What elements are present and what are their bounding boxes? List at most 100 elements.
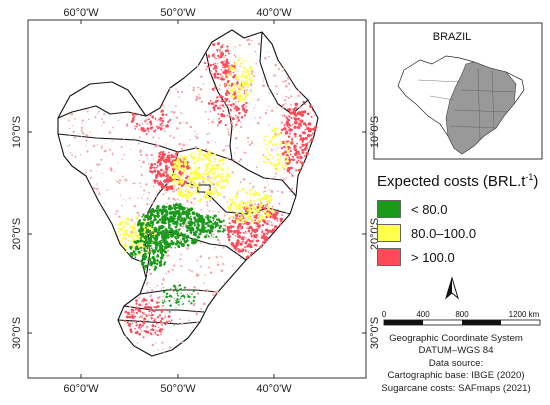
cost-dot bbox=[229, 122, 232, 124]
cost-dot bbox=[155, 329, 158, 332]
cost-dot bbox=[270, 140, 272, 142]
cost-dot bbox=[274, 172, 277, 175]
cost-dot bbox=[125, 335, 127, 338]
cost-dot bbox=[217, 54, 220, 58]
cost-dot bbox=[146, 127, 150, 131]
cost-dot bbox=[86, 110, 89, 113]
cost-dot bbox=[232, 129, 234, 131]
cost-dot bbox=[67, 119, 70, 122]
cost-dot bbox=[136, 125, 138, 128]
cost-dot bbox=[271, 135, 275, 139]
cost-dot bbox=[141, 249, 143, 252]
cost-dot bbox=[186, 183, 190, 187]
cost-dot bbox=[221, 262, 223, 264]
cost-dot bbox=[223, 56, 226, 59]
cost-dot bbox=[175, 301, 178, 304]
cost-dot bbox=[180, 112, 183, 115]
cost-dot bbox=[101, 118, 103, 121]
cost-dot bbox=[196, 167, 199, 169]
cost-dot bbox=[211, 188, 214, 191]
cost-dot bbox=[213, 109, 216, 112]
cost-dot bbox=[254, 208, 257, 211]
cost-dot bbox=[270, 189, 273, 193]
cost-dot bbox=[169, 88, 171, 90]
cost-dot bbox=[245, 201, 248, 203]
cost-dot bbox=[205, 166, 209, 170]
cost-dot bbox=[239, 231, 242, 234]
cost-dot bbox=[240, 219, 243, 221]
cost-dot bbox=[286, 150, 289, 153]
cost-dot bbox=[214, 196, 216, 199]
cost-dot bbox=[216, 235, 218, 238]
cost-dot bbox=[220, 177, 223, 181]
cost-dot bbox=[171, 296, 173, 298]
cost-dot bbox=[176, 219, 179, 222]
cost-dot bbox=[156, 259, 159, 262]
cost-dot bbox=[306, 142, 309, 144]
cost-dot bbox=[217, 167, 220, 170]
cost-dot bbox=[284, 150, 288, 154]
cost-dot bbox=[297, 135, 299, 138]
cost-dot bbox=[212, 43, 216, 47]
cost-dot bbox=[220, 45, 223, 49]
cost-dot bbox=[198, 153, 201, 156]
cost-dot bbox=[148, 209, 153, 214]
cost-dot bbox=[216, 48, 219, 52]
cost-dot bbox=[255, 217, 258, 220]
cost-dot bbox=[233, 83, 237, 87]
cost-dot bbox=[166, 255, 169, 257]
cost-dot bbox=[154, 265, 157, 268]
cost-dot bbox=[170, 161, 173, 163]
cost-dot bbox=[298, 90, 300, 92]
cost-dot bbox=[220, 69, 223, 71]
cost-dot bbox=[178, 96, 180, 98]
cost-dot bbox=[238, 57, 241, 60]
cost-dot bbox=[129, 328, 133, 332]
cost-dot bbox=[176, 292, 179, 295]
cost-dot bbox=[176, 299, 178, 302]
cost-dot bbox=[178, 176, 180, 178]
cost-dot bbox=[222, 179, 226, 183]
cost-dot bbox=[223, 228, 226, 232]
cost-dot bbox=[212, 293, 215, 297]
cost-dot bbox=[132, 250, 136, 254]
cost-dot bbox=[162, 278, 165, 282]
cost-dot bbox=[281, 152, 285, 156]
cost-dot bbox=[235, 114, 237, 117]
cost-dot bbox=[251, 228, 255, 232]
cost-dot bbox=[149, 272, 153, 276]
cost-dot bbox=[274, 218, 276, 221]
cost-dot bbox=[104, 205, 106, 207]
cost-dot bbox=[181, 236, 186, 241]
cost-dot bbox=[279, 144, 282, 146]
cost-dot bbox=[192, 86, 195, 89]
cost-dot bbox=[169, 90, 171, 92]
cost-dot bbox=[304, 155, 306, 157]
cost-dot bbox=[165, 113, 168, 116]
cost-dot bbox=[118, 179, 122, 182]
cost-dot bbox=[259, 213, 263, 217]
cost-dot bbox=[170, 209, 172, 211]
cost-dot bbox=[168, 226, 171, 229]
cost-dot bbox=[201, 227, 205, 231]
cost-dot bbox=[204, 171, 206, 173]
cost-dot bbox=[186, 238, 189, 241]
cost-dot bbox=[165, 143, 167, 145]
cost-dot bbox=[103, 113, 106, 116]
lon-label-top-60w: 60°0'W bbox=[63, 7, 99, 19]
cost-dot bbox=[95, 163, 98, 166]
cost-dot bbox=[226, 49, 230, 52]
cost-dot bbox=[170, 219, 173, 222]
cost-dot bbox=[139, 153, 143, 157]
cost-dot bbox=[160, 109, 164, 113]
cost-dot bbox=[238, 112, 241, 115]
cost-dot bbox=[265, 213, 268, 216]
cost-dot bbox=[157, 172, 161, 175]
cost-dot bbox=[148, 258, 152, 262]
cost-dot bbox=[276, 106, 278, 108]
cost-dot bbox=[145, 153, 148, 157]
cost-dot bbox=[224, 54, 227, 57]
cost-dot bbox=[224, 281, 227, 284]
cost-dot bbox=[220, 175, 223, 179]
cost-dot bbox=[221, 95, 224, 98]
